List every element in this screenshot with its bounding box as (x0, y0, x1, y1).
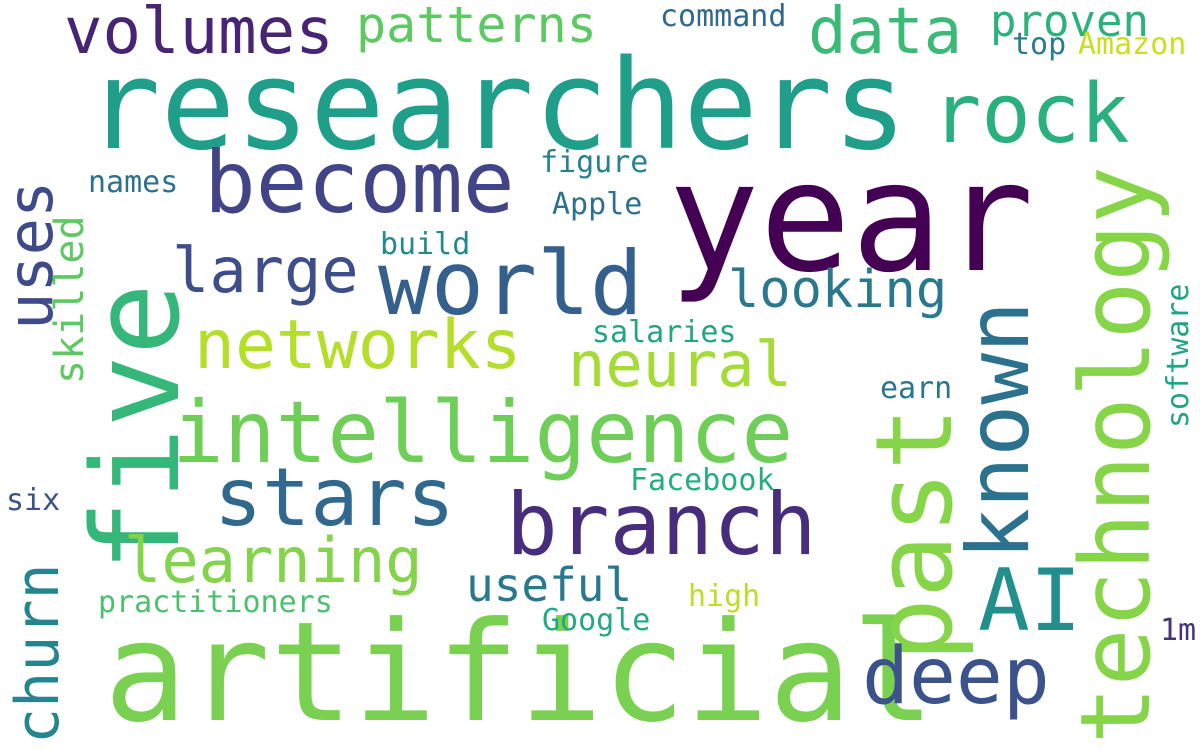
word-deep: deep (862, 632, 1050, 722)
word-stars: stars (214, 451, 455, 544)
word-high: high (688, 579, 761, 614)
word-build: build (380, 227, 471, 262)
word-data: data (808, 0, 963, 69)
word-earn: earn (880, 371, 953, 406)
word-skilled: skilled (47, 215, 93, 384)
word-AI: AI (978, 551, 1082, 651)
word-figure: figure (540, 145, 649, 180)
word-neural: neural (568, 328, 792, 401)
word-learning: learning (124, 524, 423, 597)
word-patterns: patterns (356, 0, 597, 54)
word-Amazon: Amazon (1078, 27, 1187, 62)
word-proven: proven (990, 0, 1149, 47)
word-intelligence: intelligence (172, 383, 794, 483)
word-salaries: salaries (592, 315, 737, 350)
word-churn: churn (3, 563, 73, 744)
word-command: command (660, 0, 787, 34)
word-six: six (6, 483, 61, 518)
word-technology: technology (1060, 166, 1172, 744)
word-looking: looking (728, 260, 948, 320)
word-rock: rock (932, 67, 1130, 162)
word-known: known (949, 301, 1049, 560)
word-year: year (668, 129, 1035, 306)
word-1m: 1m (1160, 613, 1197, 648)
word-Facebook: Facebook (630, 463, 775, 498)
word-artificial: artificial (104, 592, 935, 750)
word-researchers: researchers (86, 34, 908, 178)
word-top: top (1012, 27, 1067, 62)
word-names: names (88, 165, 179, 200)
word-Google: Google (542, 603, 651, 638)
word-software: software (1161, 283, 1196, 429)
word-useful: useful (466, 558, 633, 612)
word-become: become (204, 133, 515, 233)
word-networks: networks (194, 306, 522, 385)
word-large: large (172, 234, 359, 307)
word-branch: branch (506, 475, 817, 575)
word-volumes: volumes (64, 0, 334, 69)
word-practitioners: practitioners (98, 585, 333, 620)
word-world: world (378, 232, 643, 335)
word-Apple: Apple (552, 187, 643, 222)
